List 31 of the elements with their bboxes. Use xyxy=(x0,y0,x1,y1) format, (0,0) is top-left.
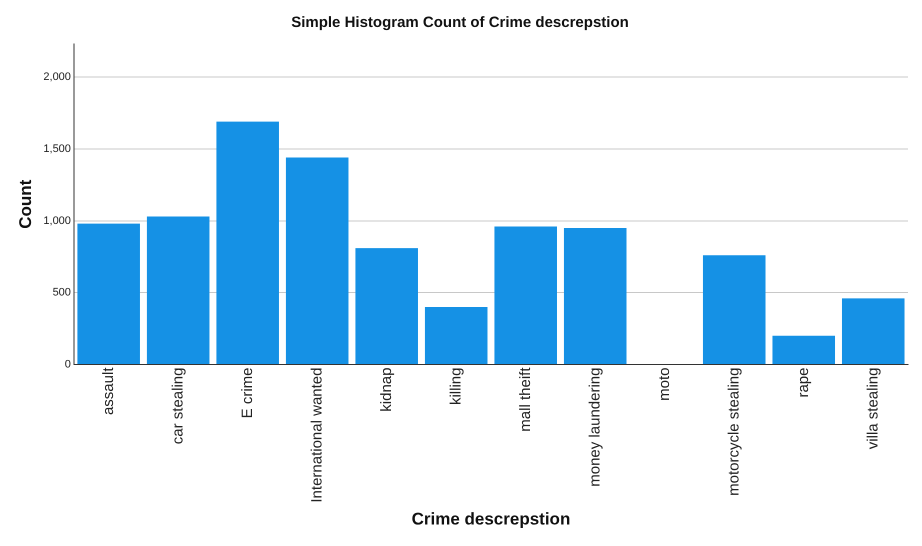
bar xyxy=(146,216,210,364)
bar xyxy=(494,226,557,364)
x-tick-label: mall theift xyxy=(516,366,534,432)
bar xyxy=(216,122,279,364)
bar xyxy=(842,298,905,364)
bar xyxy=(77,224,140,364)
bar xyxy=(702,255,766,364)
x-tick-label: money laundering xyxy=(586,368,604,487)
x-tick-label: E crime xyxy=(238,368,256,418)
y-tick-label: 1,500 xyxy=(43,142,71,155)
y-tick-label: 500 xyxy=(52,286,71,299)
bar xyxy=(772,336,836,364)
x-tick-label: kidnap xyxy=(378,368,395,412)
bar xyxy=(424,307,488,364)
x-tick-label: assault xyxy=(100,366,117,416)
y-tick-label: 0 xyxy=(64,358,71,371)
x-tick-label: International wanted xyxy=(308,368,326,503)
bar xyxy=(564,228,626,364)
y-axis-title: Count xyxy=(16,179,35,229)
chart-title: Simple Histogram Count of Crime descrepstion xyxy=(291,14,629,32)
x-tick-label: moto xyxy=(656,368,673,401)
x-tick-label: motorcycle stealing xyxy=(725,368,742,496)
x-tick-label: killing xyxy=(447,368,464,406)
x-tick-label: car stealing xyxy=(169,368,186,444)
bar xyxy=(286,158,348,364)
y-tick-label: 1,000 xyxy=(43,214,71,227)
x-axis-title: Crime descrepstion xyxy=(412,509,570,528)
x-tick-label: villa stealing xyxy=(864,368,882,450)
x-tick-label: rape xyxy=(794,368,812,398)
bar xyxy=(355,248,418,364)
y-tick-label: 2,000 xyxy=(43,71,71,84)
